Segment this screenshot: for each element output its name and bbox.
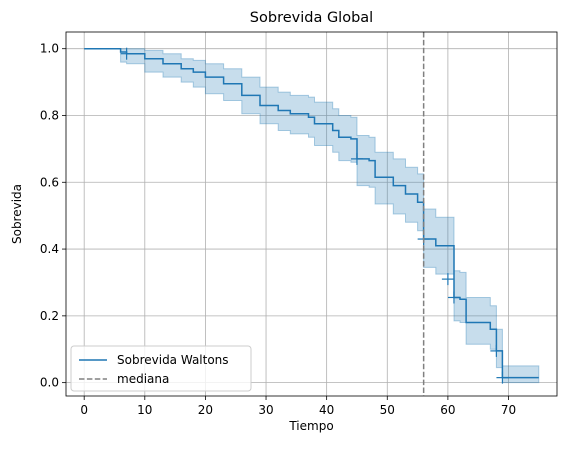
x-tick-label: 50 — [380, 403, 395, 417]
y-axis-title: Sobrevida — [10, 184, 24, 244]
x-tick-label: 70 — [501, 403, 516, 417]
censor-marker — [490, 344, 503, 357]
censor-marker — [441, 273, 454, 286]
x-tick-label: 20 — [198, 403, 213, 417]
x-tick-label: 40 — [319, 403, 334, 417]
legend: Sobrevida Waltons mediana — [70, 345, 252, 392]
legend-box — [70, 345, 252, 392]
y-tick-label: 0.4 — [40, 242, 59, 256]
axis-ticks: 0 10 20 30 40 50 60 70 0.0 0.2 0.4 0.6 0.8 1.0 — [40, 42, 516, 417]
censor-marker — [496, 371, 509, 384]
y-tick-label: 0.8 — [40, 108, 59, 122]
y-tick-label: 0.6 — [40, 175, 59, 189]
x-tick-label: 0 — [80, 403, 88, 417]
x-tick-label: 30 — [258, 403, 273, 417]
chart-title: Sobrevida Global — [250, 10, 373, 26]
x-tick-label: 10 — [137, 403, 152, 417]
y-tick-label: 0.2 — [40, 309, 59, 323]
legend-label-median: mediana — [117, 372, 169, 386]
confidence-band-area — [84, 48, 540, 384]
censor-marker — [120, 47, 133, 60]
censor-marks — [120, 47, 509, 384]
plot-frame — [65, 31, 558, 397]
confidence-band — [84, 48, 540, 384]
censor-marker — [350, 152, 363, 165]
x-tick-label: 60 — [440, 403, 455, 417]
y-tick-label: 1.0 — [40, 42, 59, 56]
x-axis-title: Tiempo — [288, 419, 333, 433]
y-tick-label: 0.0 — [40, 376, 59, 390]
legend-label-series: Sobrevida Waltons — [117, 353, 229, 367]
censor-marker — [447, 291, 460, 304]
